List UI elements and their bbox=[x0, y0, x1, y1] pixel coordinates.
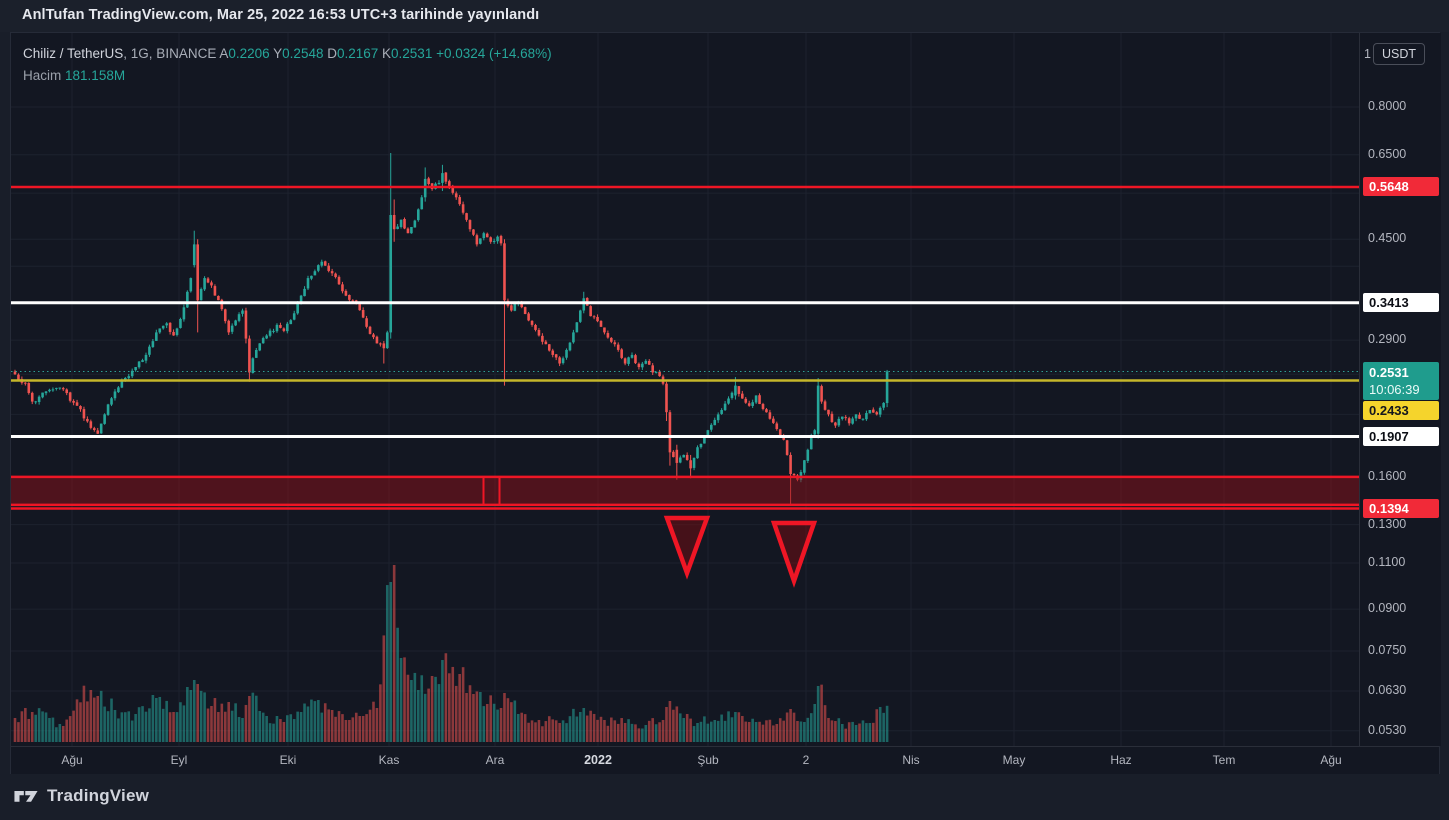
time-label-May: May bbox=[1002, 753, 1026, 767]
footer-bar: TradingView bbox=[0, 774, 1449, 820]
price-tick-0.6500: 0.6500 bbox=[1368, 146, 1407, 161]
ohlc-key: K bbox=[378, 46, 392, 61]
tradingview-brand[interactable]: TradingView bbox=[13, 785, 149, 807]
change-value: +0.0324 (+14.68%) bbox=[436, 46, 552, 61]
ohlc-value: 0.2206 bbox=[228, 46, 270, 61]
time-label-Eki: Eki bbox=[279, 753, 297, 767]
price-tick-0.0900: 0.0900 bbox=[1368, 601, 1407, 616]
time-label-Nis: Nis bbox=[902, 753, 920, 767]
candles-layer bbox=[13, 152, 889, 505]
chart-widget: Chiliz / TetherUS, 1G, BINANCE A0.2206 Y… bbox=[10, 32, 1441, 774]
price-label-0.3413: 0.3413 bbox=[1363, 292, 1439, 312]
time-label-Ara: Ara bbox=[485, 753, 505, 767]
time-axis[interactable]: Ağu Eyl Eki Kas Ara 2022 Şub 2 Nis May Haz Tem Ağu bbox=[11, 746, 1439, 774]
price-label-0.1394: 0.1394 bbox=[1363, 498, 1439, 518]
ohlc-values: A0.2206 Y0.2548 D0.2167 K0.2531 bbox=[219, 46, 432, 61]
ohlc-value: 0.2548 bbox=[282, 46, 324, 61]
time-label-Ağu: Ağu bbox=[1320, 753, 1342, 767]
price-label-0.5648: 0.5648 bbox=[1363, 177, 1439, 196]
volume-label: Hacim bbox=[23, 68, 62, 83]
tradingview-logo-icon bbox=[14, 790, 38, 802]
unit-prefix: 1 bbox=[1364, 47, 1371, 61]
price-axis-unit-row: 1 USDT bbox=[1360, 43, 1441, 67]
published-bar: AnlTufan TradingView.com, Mar 25, 2022 1… bbox=[0, 0, 1449, 32]
symbol-title[interactable]: Chiliz / TetherUS bbox=[23, 46, 124, 61]
price-tick-0.1600: 0.1600 bbox=[1368, 468, 1407, 483]
price-label-0.2531: 0.2531 10:06:39 bbox=[1363, 362, 1439, 401]
ohlc-key: D bbox=[323, 46, 337, 61]
ohlc-key: A bbox=[219, 46, 229, 61]
price-label-0.1907: 0.1907 bbox=[1363, 426, 1439, 446]
symbol-meta: , 1G, BINANCE bbox=[123, 46, 217, 61]
price-tick-0.4500: 0.4500 bbox=[1368, 231, 1407, 246]
time-label-Ağu: Ağu bbox=[61, 753, 83, 767]
ohlc-value: 0.2167 bbox=[336, 46, 379, 61]
time-label-Eyl: Eyl bbox=[170, 753, 188, 767]
published-text: AnlTufan TradingView.com, Mar 25, 2022 1… bbox=[22, 7, 540, 23]
price-tick-0.0630: 0.0630 bbox=[1368, 683, 1407, 698]
price-tick-0.2900: 0.2900 bbox=[1368, 332, 1407, 347]
tradingview-brand-text[interactable]: TradingView bbox=[47, 786, 150, 805]
price-axis[interactable]: 1 USDT 0.8000 0.6500 0.4500 0.2900 0.1600 0.1… bbox=[1359, 33, 1441, 746]
drawings-layer bbox=[11, 185, 1359, 588]
price-tick-0.1100: 0.1100 bbox=[1368, 554, 1406, 569]
price-tick-0.1300: 0.1300 bbox=[1368, 516, 1407, 531]
volume-layer bbox=[13, 565, 889, 742]
time-label-2: 2 bbox=[802, 753, 810, 767]
chart-legend[interactable]: Chiliz / TetherUS, 1G, BINANCE A0.2206 Y… bbox=[23, 43, 552, 87]
time-label-Şub: Şub bbox=[697, 753, 719, 767]
legend-symbol-row[interactable]: Chiliz / TetherUS, 1G, BINANCE A0.2206 Y… bbox=[23, 43, 552, 65]
volume-value: 181.158M bbox=[65, 68, 126, 83]
time-label-2022: 2022 bbox=[584, 753, 612, 767]
ohlc-value: 0.2531 bbox=[391, 46, 433, 61]
legend-volume-row[interactable]: Hacim 181.158M bbox=[23, 65, 552, 87]
time-label-Haz: Haz bbox=[1110, 753, 1132, 767]
price-label-0.2433: 0.2433 bbox=[1363, 401, 1439, 420]
chart-pane[interactable]: Chiliz / TetherUS, 1G, BINANCE A0.2206 Y… bbox=[11, 33, 1359, 746]
price-tick-0.8000: 0.8000 bbox=[1368, 99, 1407, 113]
grid-layer bbox=[11, 33, 1359, 746]
price-tick-0.0530: 0.0530 bbox=[1368, 722, 1407, 737]
currency-unit-button[interactable]: USDT bbox=[1373, 43, 1426, 65]
chart-canvas[interactable] bbox=[11, 33, 1359, 746]
price-tick-0.0750: 0.0750 bbox=[1368, 642, 1407, 657]
ohlc-key: Y bbox=[269, 46, 283, 61]
time-label-Tem: Tem bbox=[1212, 753, 1236, 767]
time-label-Kas: Kas bbox=[378, 753, 400, 767]
